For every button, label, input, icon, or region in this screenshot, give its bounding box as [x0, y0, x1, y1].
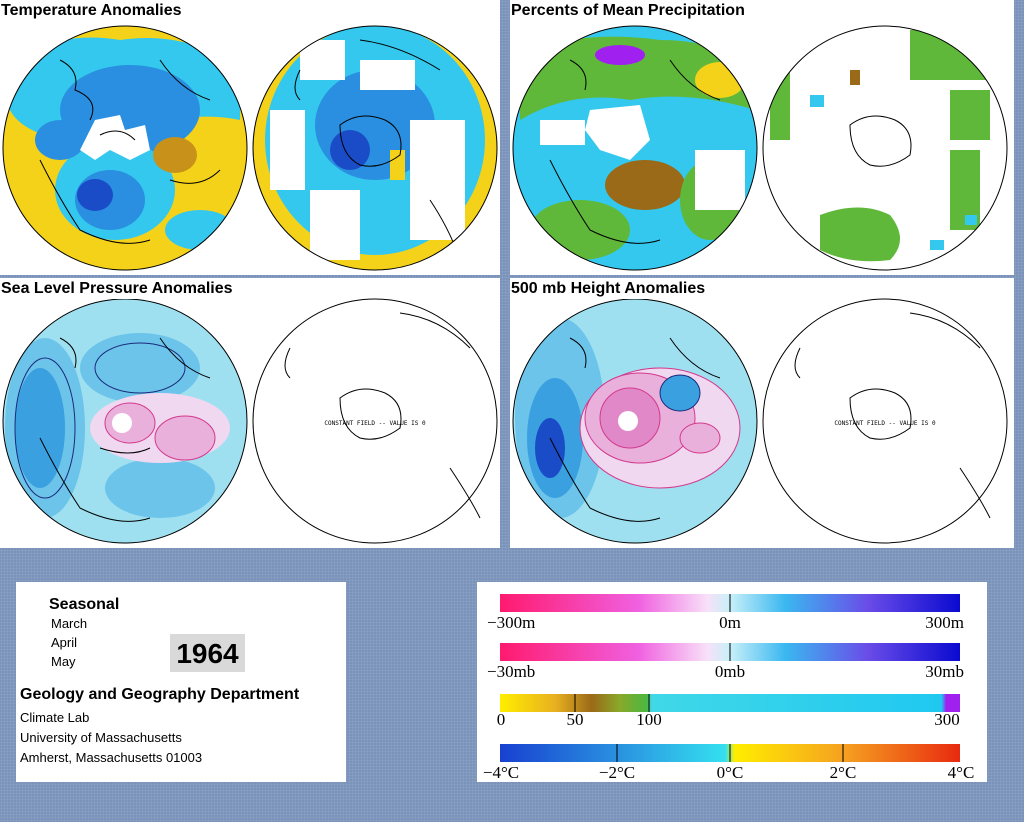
temperature-panel: Temperature Anomalies — [0, 0, 500, 275]
month-march: March — [51, 616, 88, 631]
temp-label-neg2: −2°C — [599, 763, 635, 782]
pressure-label-mid: 0mb — [715, 662, 745, 681]
temp-label-2: 2°C — [830, 763, 857, 782]
sea-level-pressure-maps: CONSTANT FIELD -- VALUE IS 0 — [2, 298, 498, 544]
precip-label-300: 300 — [934, 710, 960, 729]
height-label-min: −300m — [487, 613, 535, 632]
month-april: April — [51, 635, 78, 650]
department-name: Geology and Geography Department — [20, 686, 300, 703]
temperature-south-globe — [253, 26, 497, 270]
precipitation-south-globe — [763, 26, 1007, 270]
info-box: Seasonal March April May 1964 Geology an… — [16, 582, 346, 782]
height-anomalies-panel: 500 mb Height Anomalies CONSTANT FIELD -… — [510, 278, 1014, 548]
height-anomalies-maps: CONSTANT FIELD -- VALUE IS 0 — [512, 298, 1008, 544]
height-anomalies-north-globe — [513, 299, 757, 543]
height-label-max: 300m — [925, 613, 964, 632]
address-line-2: University of Massachusetts — [20, 730, 182, 745]
sea-level-pressure-title: Sea Level Pressure Anomalies — [0, 278, 236, 299]
year-badge: 1964 — [170, 634, 245, 672]
address-line-1: Climate Lab — [20, 710, 90, 725]
month-may: May — [51, 654, 76, 669]
precip-label-50: 50 — [567, 710, 584, 729]
temperature-north-globe — [3, 26, 247, 270]
season-label: Seasonal — [49, 596, 120, 613]
temperature-maps — [2, 25, 498, 271]
pressure-label-max: 30mb — [925, 662, 964, 681]
precipitation-maps — [512, 25, 1008, 271]
height-constant-field-text: CONSTANT FIELD -- VALUE IS 0 — [834, 420, 936, 427]
temp-label-neg4: −4°C — [483, 763, 519, 782]
height-label-mid: 0m — [719, 613, 741, 632]
precip-label-100: 100 — [636, 710, 662, 729]
height-anomalies-title: 500 mb Height Anomalies — [510, 278, 709, 299]
temperature-title: Temperature Anomalies — [0, 0, 185, 21]
color-legends: −300m 0m 300m −30mb 0mb 30mb 0 50 100 30… — [483, 594, 975, 782]
precipitation-color-bar — [500, 694, 960, 712]
precipitation-title: Percents of Mean Precipitation — [510, 0, 748, 21]
temp-label-0: 0°C — [717, 763, 744, 782]
precip-label-0: 0 — [497, 710, 506, 729]
legend-box: −300m 0m 300m −30mb 0mb 30mb 0 50 100 30… — [477, 582, 987, 782]
temp-label-4: 4°C — [948, 763, 975, 782]
sea-level-pressure-north-globe — [3, 299, 247, 543]
precipitation-north-globe — [513, 26, 757, 270]
slp-constant-field-text: CONSTANT FIELD -- VALUE IS 0 — [324, 420, 426, 427]
address-line-3: Amherst, Massachusetts 01003 — [20, 750, 203, 765]
pressure-label-min: −30mb — [487, 662, 535, 681]
sea-level-pressure-panel: Sea Level Pressure Anomalies CONSTANT FI… — [0, 278, 500, 548]
precipitation-panel: Percents of Mean Precipitation — [510, 0, 1014, 275]
